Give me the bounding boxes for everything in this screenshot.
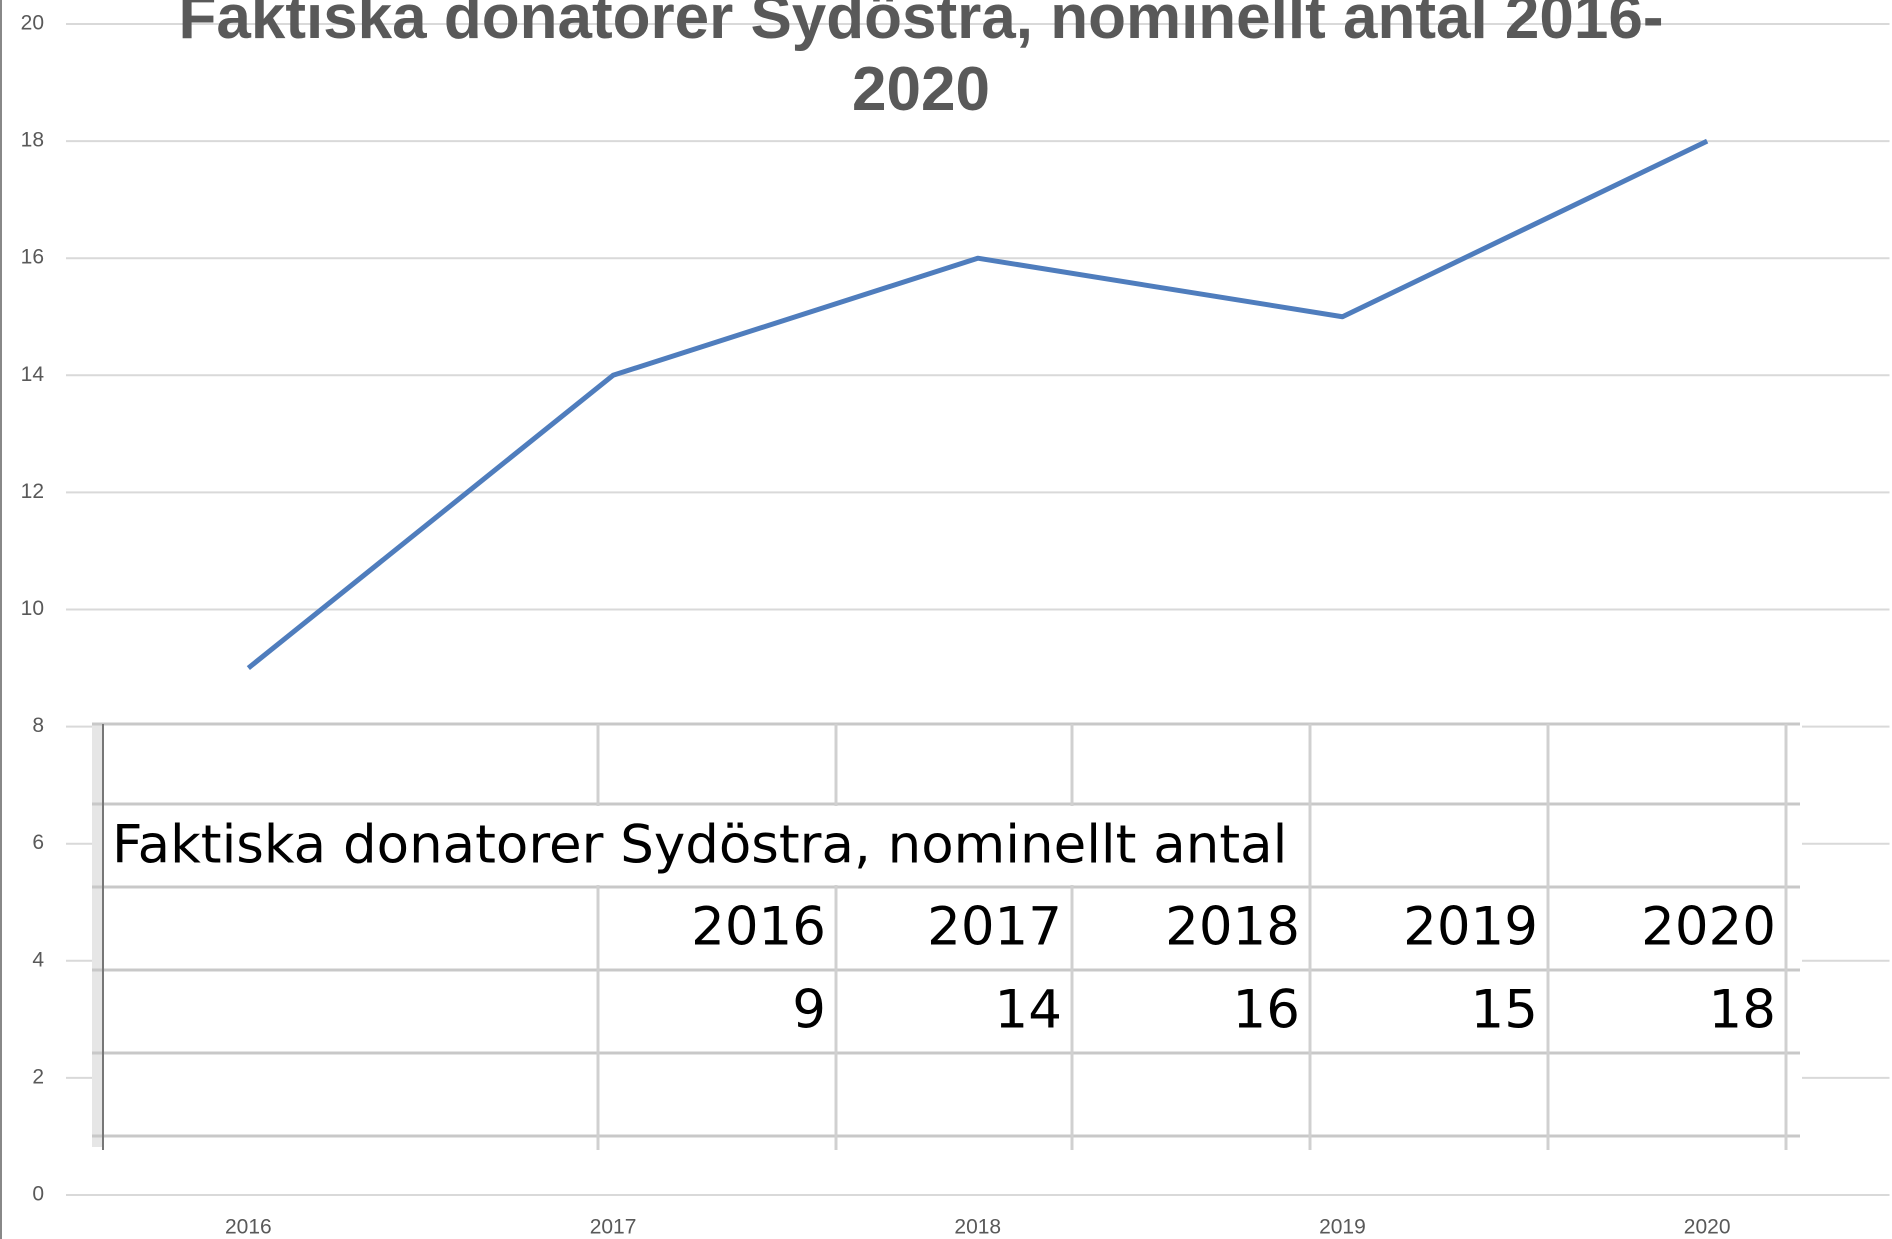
table-cell: 14 [995,980,1062,1041]
y-tick-label: 20 [21,12,44,35]
table-bg [92,724,1802,1147]
y-tick-label: 4 [32,948,44,971]
table-header: 2016 [691,897,826,958]
y-tick-label: 12 [21,480,44,503]
table-header: 2020 [1641,897,1776,958]
y-tick-label: 2 [32,1065,44,1088]
y-tick-label: 8 [32,714,44,737]
x-tick-label: 2019 [1319,1216,1366,1239]
table-title: Faktiska donatorer Sydöstra, nominellt a… [112,815,1287,876]
table-cell: 15 [1471,980,1538,1041]
table-cell: 16 [1233,980,1300,1041]
y-tick-label: 6 [32,831,44,854]
table-header: 2019 [1403,897,1538,958]
x-tick-label: 2016 [225,1216,272,1239]
y-tick-label: 18 [21,129,44,152]
y-tick-label: 0 [32,1183,44,1206]
x-tick-label: 2017 [590,1216,637,1239]
y-tick-label: 14 [21,363,45,386]
table-cell: 9 [792,980,826,1041]
table-cell: 18 [1709,980,1776,1041]
data-line [246,138,1709,670]
y-tick-label: 16 [21,246,44,269]
table-title-cell [104,806,1308,885]
table-edge [92,724,103,1147]
table-header: 2018 [1165,897,1300,958]
y-tick-label: 10 [21,597,44,620]
chart-title: Faktiska donatorer Sydöstra, nominellt a… [178,0,1664,124]
x-tick-label: 2020 [1684,1216,1731,1239]
x-tick-label: 2018 [954,1216,1001,1239]
table-header: 2017 [927,897,1062,958]
